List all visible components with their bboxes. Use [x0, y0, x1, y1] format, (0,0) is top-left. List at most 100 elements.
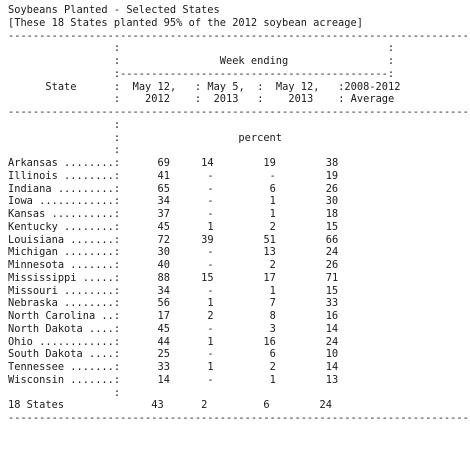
state-name: 18 States	[8, 399, 65, 412]
state-name: North Dakota	[8, 322, 83, 335]
value-col-4: 71	[325, 271, 339, 284]
rule-line: ----------------------------------------…	[8, 29, 469, 42]
state-name: Missouri	[8, 284, 58, 297]
value-col-2: 14	[201, 157, 214, 169]
units-line: : percent	[8, 131, 283, 144]
value-col-1: 45	[157, 322, 170, 335]
value-col-3: 2	[269, 361, 276, 373]
value-col-4: 26	[325, 182, 339, 195]
column-heading-line-2: : 2012 : 2013 : 2013 : Average	[113, 93, 395, 106]
value-col-3: 51	[263, 233, 276, 246]
state-name: Indiana	[8, 182, 52, 195]
value-col-3: 16	[263, 335, 276, 348]
value-col-3: 1	[269, 284, 276, 297]
units-label: percent	[238, 131, 283, 144]
state-name: Kentucky	[8, 220, 58, 233]
value-col-1: 30	[157, 246, 170, 259]
column-header-4-line2: Average	[350, 93, 395, 106]
value-col-1: 88	[157, 271, 170, 284]
value-col-2: -	[207, 169, 214, 182]
table-row: Indiana .........: 65 - 6 26	[8, 182, 339, 195]
value-col-4: 15	[325, 284, 339, 297]
value-col-3: 17	[263, 271, 276, 284]
value-col-2: -	[207, 348, 214, 361]
table-row: 18 States 43 2 6 24	[8, 399, 470, 412]
blank-line: :	[8, 144, 121, 157]
value-col-1: 41	[157, 169, 170, 182]
table-row: Arkansas ........: 69 14 19 38	[8, 157, 339, 169]
state-name: Arkansas	[8, 157, 58, 169]
report-subtitle: [These 18 States planted 95% of the 2012…	[8, 16, 363, 29]
state-name: Tennessee	[8, 361, 65, 373]
state-name: Michigan	[8, 246, 58, 259]
value-col-3: -	[269, 169, 276, 182]
value-col-4: 30	[325, 195, 339, 208]
value-col-4: 16	[325, 310, 339, 322]
table-row: Michigan ........: 30 - 13 24	[8, 246, 339, 259]
column-heading-line-1: State : May 12, : May 5, : May 12, :2008…	[45, 80, 401, 93]
value-col-1: 14	[157, 373, 170, 386]
value-col-2: 15	[201, 271, 214, 284]
state-name: South Dakota	[8, 348, 83, 361]
value-col-1: 37	[157, 208, 170, 220]
value-col-2: 2	[201, 399, 208, 412]
table-row: North Dakota ....: 45 - 3 14	[8, 322, 339, 335]
value-col-2: -	[207, 195, 214, 208]
value-col-2: -	[207, 373, 214, 386]
value-col-2: -	[207, 259, 214, 271]
state-name: Kansas	[8, 208, 46, 220]
value-col-4: 33	[325, 297, 339, 310]
column-header-1-line1: May 12,	[132, 80, 177, 93]
column-header-2-line1: May 5,	[207, 80, 245, 93]
value-col-4: 66	[325, 233, 339, 246]
header-blank-line: : :	[8, 42, 395, 55]
week-ending-rule-line: :---------------------------------------…	[8, 67, 395, 80]
value-col-4: 15	[325, 220, 339, 233]
value-col-3: 6	[269, 182, 276, 195]
week-ending-line: : Week ending :	[8, 55, 395, 67]
value-col-3: 19	[263, 157, 276, 169]
value-col-1: 34	[157, 195, 170, 208]
column-header-3-line1: May 12,	[275, 80, 320, 93]
value-col-2: -	[207, 246, 214, 259]
value-col-4: 24	[325, 335, 339, 348]
value-col-3: 6	[263, 399, 270, 412]
value-col-2: -	[207, 284, 214, 297]
table-row: Ohio ............: 44 1 16 24	[8, 335, 339, 348]
value-col-4: 18	[325, 208, 339, 220]
table-row: Missouri ........: 34 - 1 15	[8, 284, 339, 297]
value-col-1: 34	[157, 284, 170, 297]
value-col-1: 25	[157, 348, 170, 361]
table-row: Illinois ........: 41 - - 19	[8, 169, 339, 182]
table-row: North Carolina ..: 17 2 8 16	[8, 310, 339, 322]
value-col-1: 69	[157, 157, 170, 169]
value-col-3: 2	[269, 220, 276, 233]
state-name: Ohio	[8, 335, 33, 348]
value-col-4: 14	[325, 361, 339, 373]
value-col-2: 2	[207, 310, 214, 322]
value-col-2: -	[207, 208, 214, 220]
value-col-3: 1	[269, 373, 276, 386]
value-col-3: 2	[269, 259, 276, 271]
rule-line: ----------------------------------------…	[8, 412, 469, 424]
report-title: Soybeans Planted - Selected States	[8, 4, 220, 16]
value-col-2: 1	[207, 220, 214, 233]
value-col-4: 38	[325, 157, 339, 169]
state-name: Louisiana	[8, 233, 65, 246]
value-col-3: 3	[269, 322, 276, 335]
table-row: Kentucky ........: 45 1 2 15	[8, 220, 339, 233]
value-col-1: 43	[151, 399, 164, 412]
value-col-1: 33	[157, 361, 170, 373]
table-row: Mississippi .....: 88 15 17 71	[8, 271, 339, 284]
table-row: Louisiana .......: 72 39 51 66	[8, 233, 339, 246]
table-row: Tennessee .......: 33 1 2 14	[8, 361, 339, 373]
column-header-2-line2: 2013	[213, 93, 239, 106]
table-row: Wisconsin .......: 14 - 1 13	[8, 373, 339, 386]
value-col-2: 1	[207, 297, 214, 310]
state-name: Mississippi	[8, 271, 77, 284]
report-title-line: Soybeans Planted - Selected States	[8, 4, 470, 17]
value-col-2: 1	[207, 361, 214, 373]
value-col-2: -	[207, 322, 214, 335]
table-row: Nebraska ........: 56 1 7 33	[8, 297, 339, 310]
value-col-3: 1	[269, 195, 276, 208]
